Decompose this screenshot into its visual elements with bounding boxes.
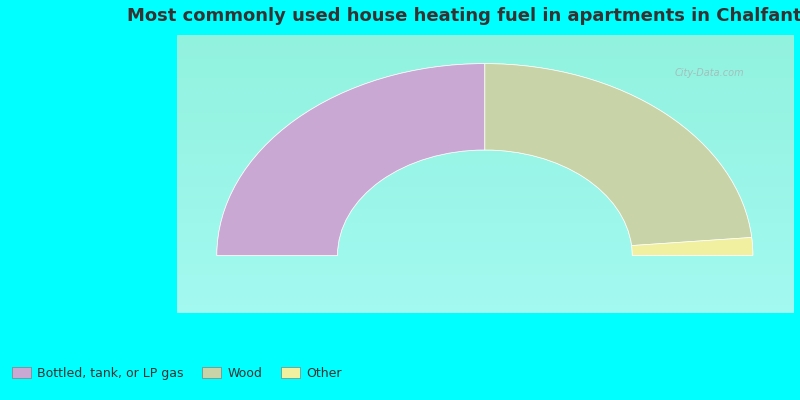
Wedge shape [217,64,485,256]
Wedge shape [485,64,752,246]
Wedge shape [631,238,753,256]
Text: City-Data.com: City-Data.com [674,68,744,78]
Wedge shape [485,64,752,246]
Wedge shape [631,238,753,256]
Wedge shape [217,64,485,256]
Title: Most commonly used house heating fuel in apartments in Chalfant, CA: Most commonly used house heating fuel in… [127,7,800,25]
Legend: Bottled, tank, or LP gas, Wood, Other: Bottled, tank, or LP gas, Wood, Other [7,362,346,385]
